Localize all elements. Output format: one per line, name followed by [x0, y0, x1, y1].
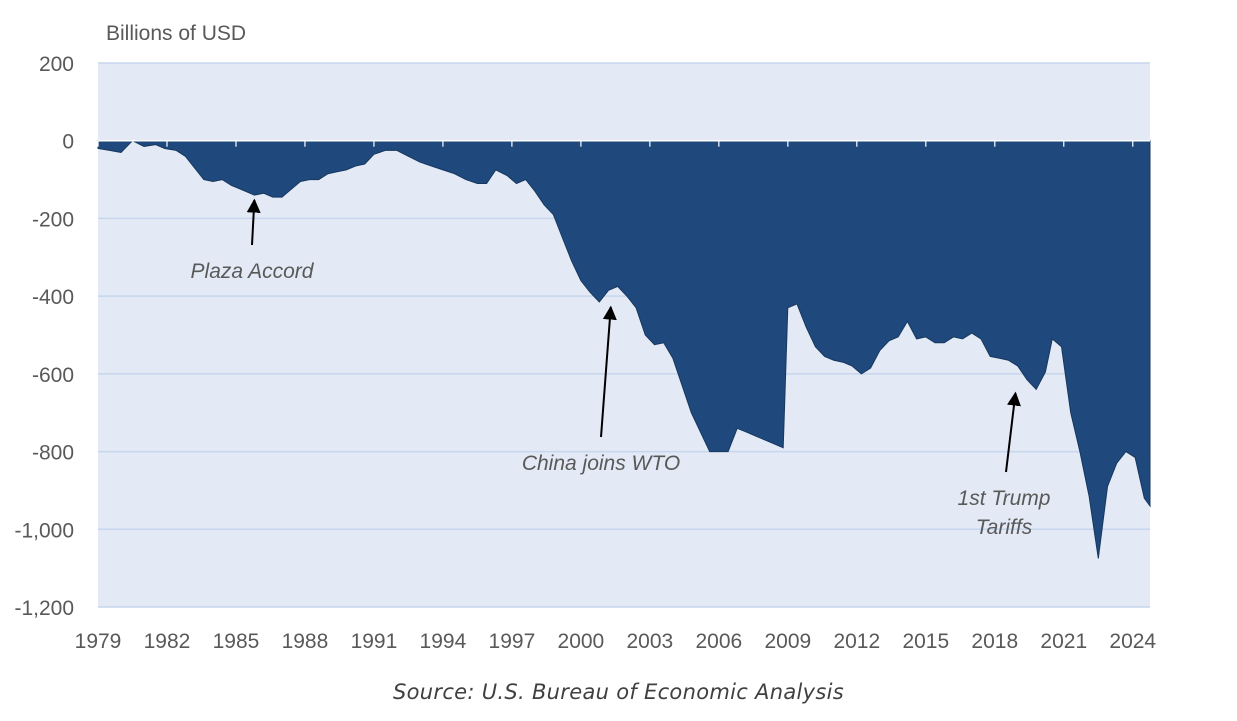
x-tick-label: 1979	[75, 630, 122, 653]
data-area-layer	[97, 140, 1151, 559]
y-tick-label: -800	[32, 442, 74, 465]
x-tick-label: 1988	[282, 630, 329, 653]
y-tick-label: -400	[32, 286, 74, 309]
x-tick-label: 1997	[489, 630, 536, 653]
zero-baseline	[97, 139, 1150, 147]
x-tick-label: 2006	[695, 630, 742, 653]
annotation-label: Plaza Accord	[191, 260, 315, 283]
y-tick-label: -200	[32, 208, 74, 231]
y-tick-label: -600	[32, 364, 74, 387]
x-tick-label: 1985	[213, 630, 260, 653]
x-tick-label: 2015	[902, 630, 949, 653]
annotation-arrow	[246, 198, 261, 246]
source-note: Source: U.S. Bureau of Economic Analysis	[393, 680, 844, 704]
x-tick-label: 2021	[1040, 630, 1087, 653]
y-tick-labels: 200 0 -200 -400 -600 -800 -1,000 -1,200	[14, 53, 74, 620]
x-tick-label: 2000	[558, 630, 605, 653]
annotation-label: China joins WTO	[522, 452, 680, 475]
annotation-arrow	[600, 305, 617, 438]
y-tick-label: -1,000	[14, 519, 74, 542]
x-tick-label: 1994	[420, 630, 467, 653]
x-tick-labels: 1979 1982 1985 1988 1991 1994 1997 2000 2003 2006…	[75, 630, 1157, 653]
x-tick-label: 2024	[1109, 630, 1156, 653]
x-tick-label: 2018	[971, 630, 1018, 653]
x-tick-label: 1991	[351, 630, 398, 653]
y-tick-label: 0	[62, 131, 74, 154]
deficit-area	[97, 140, 1151, 559]
x-tick-label: 2003	[627, 630, 674, 653]
annotations: Plaza Accord China joins WTO 1st Trump Tari…	[191, 198, 1051, 539]
x-tick-label: 2009	[764, 630, 811, 653]
y-axis-label: Billions of USD	[106, 22, 247, 45]
annotation-arrow	[1005, 391, 1021, 473]
y-tick-label: 200	[39, 53, 74, 76]
x-tick-label: 1982	[144, 630, 191, 653]
annotation-label: 1st Trump Tariffs	[958, 487, 1051, 539]
y-tick-label: -1,200	[14, 597, 74, 620]
x-tick-label: 2012	[833, 630, 880, 653]
